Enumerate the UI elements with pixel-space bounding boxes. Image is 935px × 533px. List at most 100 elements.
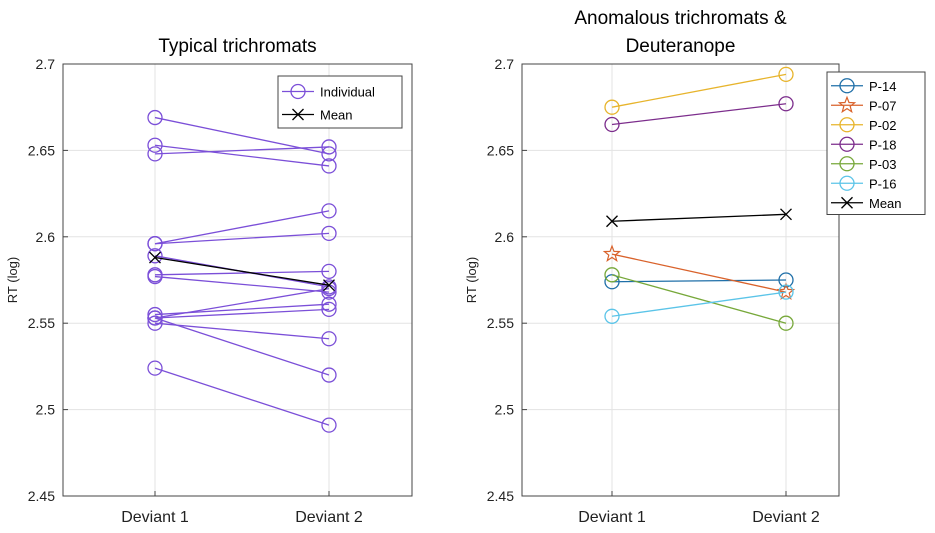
x-tick-label: Deviant 1 xyxy=(578,509,646,526)
series-individual xyxy=(147,360,337,433)
series-line xyxy=(154,270,330,276)
series-p-18 xyxy=(604,96,794,133)
legend: P-14 P-07 P-02 P-18 P-03 P-16 Mean xyxy=(826,71,926,215)
x-tick-label: Deviant 2 xyxy=(752,509,820,526)
y-tick-label: 2.6 xyxy=(36,229,56,245)
series-line xyxy=(154,256,330,286)
data-point xyxy=(147,268,163,285)
series-line xyxy=(611,253,787,293)
y-tick-label: 2.45 xyxy=(28,488,55,504)
data-point xyxy=(778,96,794,112)
data-point xyxy=(321,225,337,241)
x-tick-label: Deviant 2 xyxy=(295,509,363,526)
legend-marker xyxy=(837,95,857,114)
data-point xyxy=(321,417,337,433)
series-mean xyxy=(606,208,792,228)
data-point xyxy=(149,251,161,264)
series-individual xyxy=(147,315,337,347)
legend-marker-stroke-b xyxy=(292,108,304,121)
series-p-16 xyxy=(604,284,794,324)
data-point xyxy=(604,116,620,133)
series-mean xyxy=(149,251,335,292)
legend: Individual Mean xyxy=(277,75,403,129)
series-line xyxy=(154,317,330,376)
data-point-stroke-b xyxy=(606,215,618,228)
legend-label: P-16 xyxy=(869,176,896,191)
series-individual xyxy=(147,203,337,252)
data-point xyxy=(147,248,163,264)
data-point xyxy=(321,158,337,174)
series-individual xyxy=(147,263,337,283)
data-point xyxy=(147,310,163,326)
data-point xyxy=(147,236,163,252)
data-point xyxy=(604,267,620,283)
series-line xyxy=(154,146,330,155)
data-point xyxy=(321,367,337,383)
data-point xyxy=(606,215,618,228)
series-line xyxy=(154,322,330,340)
series-line xyxy=(611,103,787,126)
legend-marker xyxy=(839,156,855,172)
series-line xyxy=(154,210,330,245)
y-axis-label: RT (log) xyxy=(464,257,479,303)
legend-label: P-02 xyxy=(869,118,896,133)
data-point xyxy=(321,331,337,347)
y-tick-label: 2.45 xyxy=(487,488,514,504)
y-tick-label: 2.7 xyxy=(495,56,515,72)
data-point-stroke-b xyxy=(149,251,161,264)
legend-label: P-14 xyxy=(869,79,896,94)
y-tick-label: 2.55 xyxy=(28,315,55,331)
series-line xyxy=(154,308,330,319)
data-point xyxy=(321,146,337,162)
series-individual xyxy=(147,139,337,162)
data-point-stroke-b xyxy=(780,208,792,221)
data-point xyxy=(778,315,794,331)
legend-marker xyxy=(839,175,855,191)
data-point xyxy=(147,146,163,162)
series-individual xyxy=(147,137,337,174)
series-line xyxy=(611,213,787,222)
series-line xyxy=(154,275,330,293)
series-line xyxy=(611,291,787,317)
data-point xyxy=(321,139,337,155)
right-chart-panel: Anomalous trichromats & Deuteranope 2.45 2.… xyxy=(464,8,926,526)
data-point xyxy=(602,244,622,263)
data-point xyxy=(604,308,620,324)
data-point xyxy=(147,306,163,323)
data-point xyxy=(604,274,620,290)
data-point xyxy=(321,296,337,312)
data-point xyxy=(778,272,794,288)
y-tick-label: 2.55 xyxy=(487,315,514,331)
series-line xyxy=(611,274,787,324)
left-chart-panel: Typical trichromats 2.45 2.5 2.55 2.6 2.65 2.7… xyxy=(5,36,413,526)
data-point xyxy=(778,66,794,83)
legend-marker xyxy=(292,108,304,121)
chart-title: Deuteranope xyxy=(626,36,736,57)
y-tick-label: 2.5 xyxy=(495,402,515,418)
series-individual xyxy=(147,310,337,383)
data-point xyxy=(147,109,163,126)
legend-label: Mean xyxy=(869,196,902,211)
y-tick-label: 2.5 xyxy=(36,402,56,418)
data-point xyxy=(321,301,337,318)
legend-marker xyxy=(839,78,855,94)
legend-label: Mean xyxy=(320,108,353,123)
series-line xyxy=(611,279,787,283)
plot-area-frame xyxy=(62,63,413,497)
plot-area-frame xyxy=(521,63,840,497)
data-point xyxy=(321,203,337,219)
legend-label: P-18 xyxy=(869,137,896,152)
y-axis-label: RT (log) xyxy=(5,257,20,303)
series-p-07 xyxy=(602,244,796,300)
data-point xyxy=(323,279,335,292)
data-point xyxy=(147,315,163,331)
series-line xyxy=(154,367,330,426)
chart-title: Typical trichromats xyxy=(158,36,316,57)
series-line xyxy=(154,144,330,167)
data-point xyxy=(776,282,796,300)
series-line xyxy=(611,73,787,108)
data-point xyxy=(147,360,163,376)
series-p-14 xyxy=(604,272,794,290)
series-individual xyxy=(147,296,337,323)
